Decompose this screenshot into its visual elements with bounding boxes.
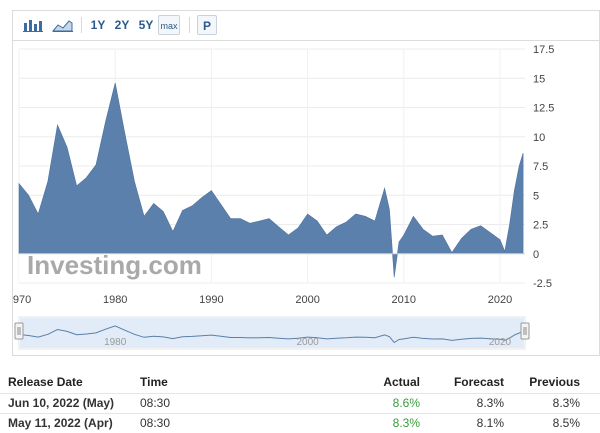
inflation-chart: 17.5 15 12.5 10 7.5 5 2.5 0 -2.5 Investing.com 197…: [7, 44, 554, 350]
bar-chart-icon[interactable]: [21, 15, 43, 35]
previous-value: 8.5%: [504, 412, 600, 433]
chart-panel: 17.5 15 12.5 10 7.5 5 2.5 0 -2.5 Investing.com 197…: [7, 40, 600, 356]
navigator-label: 2000: [296, 337, 319, 348]
range-max-button[interactable]: max: [158, 15, 180, 35]
y-tick-label: 17.5: [533, 44, 554, 56]
navigator-label: 1980: [104, 337, 127, 348]
y-tick-label: 0: [533, 249, 539, 261]
navigator-handle[interactable]: [520, 322, 530, 340]
y-tick-label: 15: [533, 73, 545, 85]
header-forecast: Forecast: [453, 374, 504, 389]
y-tick-label: -2.5: [533, 278, 552, 290]
table-row: May 11, 2022 (Apr) 08:30 8.3% 8.1% 8.5%: [0, 412, 600, 433]
watermark-text: Investing.com: [27, 250, 202, 280]
x-tick-label: 2000: [295, 294, 319, 306]
x-tick-label: 1970: [13, 294, 31, 306]
header-actual: Actual: [383, 374, 420, 389]
header-time: Time: [140, 374, 168, 389]
toolbar-separator: [81, 17, 82, 33]
y-tick-label: 5: [533, 190, 539, 202]
series-area: [18, 82, 524, 278]
header-previous: Previous: [529, 374, 580, 389]
table-header-row: Release Date Time Actual Forecast Previo…: [0, 371, 600, 393]
header-release-date: Release Date: [8, 374, 83, 389]
forecast-value: 8.3%: [420, 392, 504, 413]
table-row: Jun 10, 2022 (May) 08:30 8.6% 8.3% 8.3%: [0, 392, 600, 413]
toolbar-separator: [189, 17, 190, 33]
release-time: 08:30: [140, 392, 340, 413]
chart-toolbar: 1Y 2Y 5Y max P: [12, 10, 600, 40]
y-tick-label: 12.5: [533, 103, 554, 115]
actual-value: 8.3%: [340, 412, 420, 433]
y-tick-label: 2.5: [533, 220, 548, 232]
range-5y-button[interactable]: 5Y: [138, 18, 154, 32]
release-date: Jun 10, 2022 (May): [0, 392, 140, 413]
range-2y-button[interactable]: 2Y: [114, 18, 130, 32]
y-tick-label: 10: [533, 132, 545, 144]
navigator-series: [18, 325, 524, 344]
y-tick-label: 7.5: [533, 161, 548, 173]
forecast-value: 8.1%: [420, 412, 504, 433]
x-tick-label: 1980: [103, 294, 127, 306]
print-button[interactable]: P: [197, 15, 217, 35]
release-date: May 11, 2022 (Apr): [0, 412, 140, 433]
navigator-label: 2020: [489, 337, 512, 348]
release-table: Release Date Time Actual Forecast Previo…: [0, 371, 600, 433]
release-time: 08:30: [140, 412, 340, 433]
navigator-handle[interactable]: [14, 322, 24, 340]
actual-value: 8.6%: [340, 392, 420, 413]
x-tick-label: 2010: [392, 294, 416, 306]
area-chart-icon[interactable]: [51, 15, 73, 35]
x-tick-label: 2020: [488, 294, 512, 306]
previous-value: 8.3%: [504, 392, 600, 413]
x-tick-label: 1990: [199, 294, 223, 306]
navigator-selection: [20, 318, 524, 348]
range-1y-button[interactable]: 1Y: [90, 18, 106, 32]
